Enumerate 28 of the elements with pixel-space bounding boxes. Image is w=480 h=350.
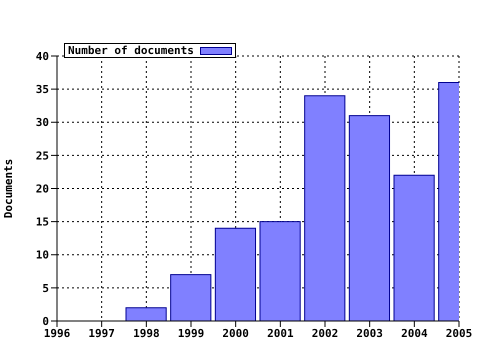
- y-tick-label: 20: [36, 182, 49, 196]
- y-tick-label: 25: [36, 149, 49, 162]
- y-tick-label: 0: [42, 314, 49, 328]
- y-tick-label: 10: [36, 248, 49, 262]
- y-tick-label: 30: [36, 116, 49, 130]
- x-tick-label: 2004: [401, 326, 428, 340]
- x-tick-label: 1997: [88, 326, 115, 340]
- x-tick-label: 2001: [267, 326, 294, 340]
- bar: [348, 115, 390, 321]
- x-tick-label: 2000: [222, 326, 249, 340]
- x-tick-label: 2002: [312, 326, 338, 340]
- y-axis-title: Documents: [2, 158, 15, 218]
- x-tick-label: 1998: [133, 326, 160, 340]
- legend-label: Number of documents: [68, 44, 194, 57]
- x-tick-label: 2003: [356, 326, 383, 340]
- bar: [304, 95, 346, 321]
- y-tick-label: 15: [36, 216, 49, 229]
- y-tick-label: 40: [36, 50, 49, 63]
- x-tick-label: 1996: [44, 326, 71, 340]
- x-tick-label: 1999: [178, 326, 204, 340]
- y-tick-label: 35: [36, 83, 49, 96]
- bar: [214, 228, 256, 321]
- y-tick-label: 5: [42, 282, 49, 295]
- bar: [394, 174, 435, 321]
- bar: [260, 221, 301, 321]
- x-tick-label: 2005: [446, 326, 472, 340]
- bar: [170, 274, 212, 321]
- bar: [126, 307, 167, 321]
